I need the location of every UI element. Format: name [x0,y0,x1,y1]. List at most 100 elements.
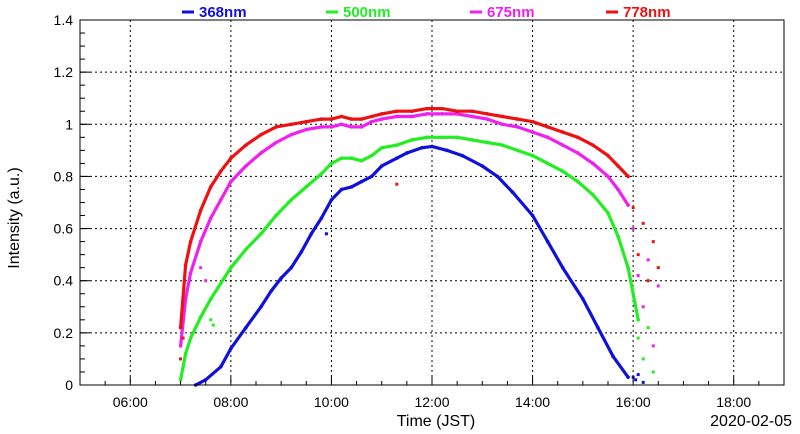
data-point [219,364,223,369]
data-point [576,135,580,140]
outlier-point [641,221,645,225]
data-point [188,271,193,275]
data-point [530,130,535,134]
series-trace [179,106,630,330]
data-point [545,135,550,140]
data-point [591,161,595,166]
data-point [379,164,384,168]
y-tick-label: 0.8 [54,168,74,184]
data-point [198,239,203,244]
legend-item-675nm: 675nm [470,4,535,21]
data-point [530,153,535,158]
data-point [485,117,490,121]
y-tick-label: 0.6 [54,221,74,237]
data-point [576,151,580,155]
data-point [500,114,505,119]
data-point [229,265,233,270]
data-point [560,169,565,174]
data-point [576,179,580,184]
outlier-point [651,240,655,244]
data-point [304,185,309,189]
outlier-point [634,378,638,382]
data-point [203,377,208,382]
data-point [339,122,344,127]
data-point [606,211,610,215]
data-point [289,132,294,137]
data-point [616,234,620,239]
data-point [591,143,595,147]
series-trace [179,135,640,382]
data-point [636,318,640,322]
data-point [183,351,188,356]
data-point [229,346,233,351]
data-point [616,187,620,192]
data-point [259,151,263,155]
data-point [269,289,273,293]
y-tick-label: 0.4 [54,273,74,289]
series-layer [178,106,660,387]
data-point [455,109,459,114]
data-point [274,213,278,218]
legend-item-500nm: 500nm [326,4,391,21]
data-point [349,185,354,189]
data-point [178,377,183,382]
outlier-point [209,318,213,322]
x-tick-label: 06:00 [113,394,148,410]
data-point [274,125,278,129]
outlier-point [656,266,660,270]
data-point [440,112,444,116]
data-point [560,265,565,270]
data-point [219,281,223,286]
data-point [395,114,399,119]
data-point [470,114,475,119]
data-point [369,119,374,124]
data-point [626,265,630,270]
data-point [485,112,490,116]
date-label: 2020-02-05 [710,413,792,430]
data-point [329,117,334,121]
data-point [420,145,424,150]
data-point [244,164,248,168]
outlier-point [641,380,645,384]
legend-label: 675nm [487,4,535,21]
outlier-point [646,258,650,262]
outlier-point [656,284,660,288]
data-point [178,344,183,348]
data-point [279,276,283,280]
data-point [395,156,399,160]
outlier-point [179,357,183,361]
data-point [626,174,630,179]
data-point [425,135,429,140]
outlier-point [651,344,655,348]
data-point [410,138,414,142]
outlier-point [646,279,650,283]
data-point [289,265,294,270]
data-point [259,304,263,309]
series-trace [179,112,630,348]
outlier-point [395,182,399,186]
data-point [460,153,464,158]
data-point [244,325,248,330]
data-point [515,148,520,153]
outlier-point [181,336,185,340]
data-point [626,375,630,379]
y-axis-title: Intensity (a.u.) [6,167,23,268]
data-point [229,179,233,184]
data-point [530,213,535,218]
data-point [274,140,278,145]
y-tick-label: 1.4 [54,12,74,28]
data-point [379,145,384,150]
y-tick-label: 0.2 [54,325,74,341]
data-point [485,140,490,145]
data-point [369,114,374,119]
series-778nm [178,106,660,361]
data-point [208,297,213,301]
data-point [339,187,344,192]
legend-label: 368nm [199,4,247,21]
data-point [319,125,324,129]
data-point [329,161,334,166]
data-point [208,185,213,189]
data-point [379,117,384,121]
data-point [445,148,449,153]
data-point [299,250,304,254]
